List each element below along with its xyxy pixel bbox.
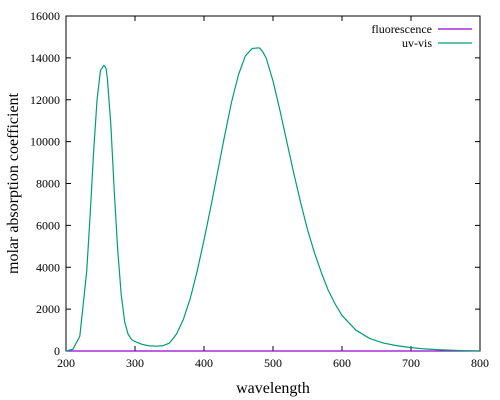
y-tick-label: 14000: [30, 51, 60, 65]
plot-border: [65, 15, 481, 352]
y-tick-label: 6000: [36, 218, 60, 232]
x-tick-label: 800: [471, 356, 489, 370]
legend-label: fluorescence: [371, 22, 432, 36]
plot-frame: [65, 15, 481, 352]
y-tick-label: 12000: [30, 93, 60, 107]
legend-label: uv-vis: [402, 36, 432, 50]
x-axis-ticks: 200 300 400 500 600 700 800: [57, 16, 489, 370]
x-axis-label: wavelength: [236, 380, 310, 397]
x-tick-label: 500: [264, 356, 282, 370]
x-tick-label: 700: [402, 356, 420, 370]
series-line-uv-vis: [65, 47, 481, 352]
x-tick-label: 200: [57, 356, 75, 370]
x-tick-label: 300: [126, 356, 144, 370]
y-tick-label: 16000: [30, 9, 60, 23]
series-lines: [65, 47, 481, 352]
y-tick-label: 0: [54, 344, 60, 358]
y-tick-label: 4000: [36, 260, 60, 274]
y-tick-label: 8000: [36, 177, 60, 191]
x-tick-label: 600: [333, 356, 351, 370]
y-tick-label: 2000: [36, 302, 60, 316]
y-tick-label: 10000: [30, 135, 60, 149]
y-axis-ticks: 0 2000 4000 6000 8000 10000 12000 14000 16000: [30, 9, 480, 358]
x-tick-label: 400: [195, 356, 213, 370]
y-axis-label: molar absorption coefficient: [5, 92, 22, 274]
